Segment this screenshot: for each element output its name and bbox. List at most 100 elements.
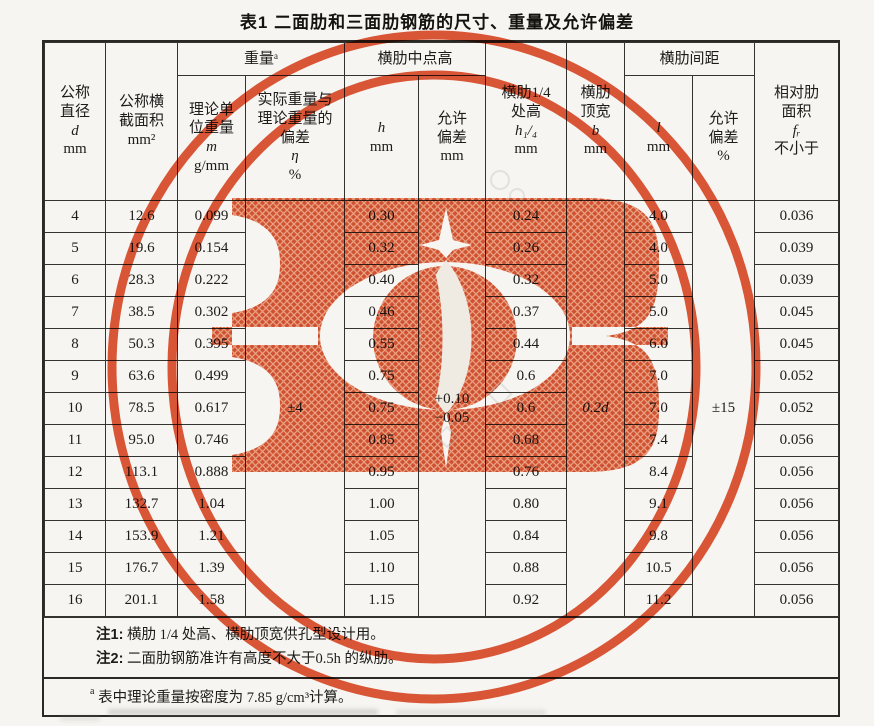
header-weight-dev: 实际重量与 理论重量的 偏差 η%	[244, 75, 346, 201]
cell-h: 0.30	[344, 200, 420, 233]
cell-d: 11	[44, 424, 106, 457]
cell-h14: 0.24	[485, 200, 568, 233]
cell-l: 11.2	[624, 584, 694, 617]
header-area: 公称横 截面积 mm²	[105, 42, 178, 201]
cell-h14: 0.80	[485, 488, 568, 521]
cell-area: 50.3	[105, 328, 178, 361]
cell-d: 4	[44, 200, 106, 233]
merged-cell-eta: ±4	[244, 200, 346, 617]
cell-fr: 0.052	[754, 392, 840, 425]
header-l-tol: 允许 偏差%	[692, 75, 756, 201]
cell-fr: 0.056	[754, 552, 840, 585]
notes-block: 注1: 横肋 1/4 处高、横肋顶宽供孔型设计用。 注2: 二面肋钢筋准许有高度…	[44, 617, 838, 677]
cell-h: 0.95	[344, 456, 420, 489]
header-l: l mm	[624, 75, 694, 201]
cell-weight: 0.099	[177, 200, 246, 233]
cell-fr: 0.052	[754, 360, 840, 393]
cell-d: 16	[44, 584, 106, 617]
cell-l: 4.0	[624, 232, 694, 265]
cell-area: 63.6	[105, 360, 178, 393]
cell-h: 1.10	[344, 552, 420, 585]
cell-h: 0.46	[344, 296, 420, 329]
cell-h: 0.75	[344, 392, 420, 425]
cell-h14: 0.92	[485, 584, 568, 617]
cell-h: 0.85	[344, 424, 420, 457]
table-row: 4 12.6 0.099 ±4 0.30 +0.10 −0.05 0.24 0.2d 4.0 ±1…	[44, 200, 840, 617]
cell-fr: 0.039	[754, 264, 840, 297]
cell-h: 0.32	[344, 232, 420, 265]
cell-weight: 0.888	[177, 456, 246, 489]
cell-weight: 0.302	[177, 296, 246, 329]
cell-d: 12	[44, 456, 106, 489]
cell-h14: 0.68	[485, 424, 568, 457]
cell-l: 9.1	[624, 488, 694, 521]
cell-h: 0.55	[344, 328, 420, 361]
table-title: 表1 二面肋和三面肋钢筋的尺寸、重量及允许偏差	[239, 13, 635, 32]
cell-weight: 1.04	[177, 488, 246, 521]
table-body: 4 12.6 0.099 ±4 0.30 +0.10 −0.05 0.24 0.2d 4.0 ±1…	[44, 200, 840, 617]
cell-weight: 1.58	[177, 584, 246, 617]
cell-fr: 0.039	[754, 232, 840, 265]
cell-area: 19.6	[105, 232, 178, 265]
cell-h14: 0.6	[485, 392, 568, 425]
cell-fr: 0.056	[754, 456, 840, 489]
cell-l: 8.4	[624, 456, 694, 489]
scan-smudge	[108, 709, 378, 715]
cell-h14: 0.84	[485, 520, 568, 553]
cell-h14: 0.44	[485, 328, 568, 361]
cell-l: 6.0	[624, 328, 694, 361]
cell-l: 10.5	[624, 552, 694, 585]
cell-weight: 0.499	[177, 360, 246, 393]
cell-fr: 0.036	[754, 200, 840, 233]
header-rel-rib-area: 相对肋 面积 fᵣ 不小于	[754, 42, 840, 201]
cell-h: 1.15	[344, 584, 420, 617]
cell-d: 8	[44, 328, 106, 361]
cell-area: 113.1	[105, 456, 178, 489]
cell-fr: 0.045	[754, 328, 840, 361]
cell-d: 15	[44, 552, 106, 585]
cell-h14: 0.32	[485, 264, 568, 297]
cell-area: 78.5	[105, 392, 178, 425]
cell-weight: 0.154	[177, 232, 246, 265]
cell-fr: 0.056	[754, 520, 840, 553]
merged-cell-b: 0.2d	[566, 200, 626, 617]
cell-d: 5	[44, 232, 106, 265]
cell-weight: 0.395	[177, 328, 246, 361]
cell-l: 5.0	[624, 296, 694, 329]
cell-h: 1.00	[344, 488, 420, 521]
header-diameter: 公称 直径 d mm	[44, 42, 106, 201]
cell-d: 10	[44, 392, 106, 425]
footnote-text: 表中理论重量按密度为 7.85 g/cm³计算。	[98, 690, 353, 706]
cell-area: 176.7	[105, 552, 178, 585]
merged-cell-h_tol: +0.10 −0.05	[418, 200, 487, 617]
cell-area: 132.7	[105, 488, 178, 521]
cell-area: 95.0	[105, 424, 178, 457]
cell-d: 14	[44, 520, 106, 553]
cell-area: 38.5	[105, 296, 178, 329]
cell-weight: 0.222	[177, 264, 246, 297]
cell-weight: 1.21	[177, 520, 246, 553]
merged-cell-l_tol: ±15	[692, 200, 756, 617]
cell-area: 153.9	[105, 520, 178, 553]
cell-d: 13	[44, 488, 106, 521]
cell-area: 28.3	[105, 264, 178, 297]
cell-l: 7.0	[624, 360, 694, 393]
cell-h14: 0.37	[485, 296, 568, 329]
cell-fr: 0.056	[754, 488, 840, 521]
table1: 公称 直径 d mm 公称横 截面积 mm² 重量ᵃ 横肋中点高 横肋1/4 处高 h₁…	[44, 42, 840, 617]
cell-h14: 0.26	[485, 232, 568, 265]
scan-smudge	[60, 716, 100, 721]
cell-h14: 0.6	[485, 360, 568, 393]
header-rib-top-width: 横肋 顶宽 b mm	[566, 42, 626, 201]
header-h-quarter: 横肋1/4 处高 h₁/₄ mm	[485, 42, 568, 201]
scan-smudge	[396, 710, 546, 715]
cell-area: 201.1	[105, 584, 178, 617]
header-h: h mm	[344, 75, 420, 201]
cell-l: 4.0	[624, 200, 694, 233]
cell-d: 7	[44, 296, 106, 329]
cell-weight: 0.617	[177, 392, 246, 425]
cell-area: 12.6	[105, 200, 178, 233]
header-h-tol: 允许 偏差 mm	[418, 75, 487, 201]
cell-weight: 0.746	[177, 424, 246, 457]
